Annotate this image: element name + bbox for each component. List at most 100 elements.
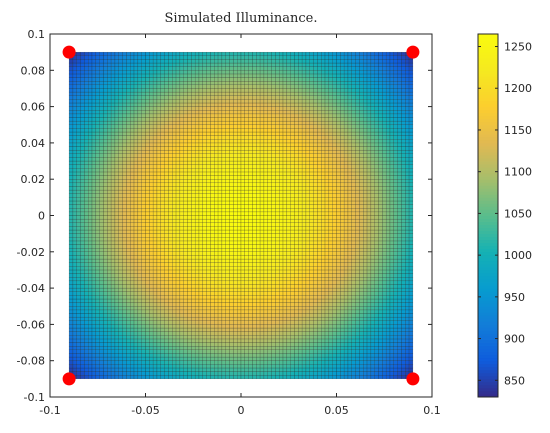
- surface-cell: [72, 77, 77, 82]
- surface-cell: [279, 309, 284, 314]
- surface-cell: [248, 128, 253, 133]
- surface-cell: [187, 338, 192, 343]
- surface-cell: [130, 88, 135, 93]
- surface-cell: [91, 175, 97, 180]
- surface-cell: [217, 306, 223, 311]
- surface-cell: [110, 244, 116, 249]
- surface-cell: [267, 157, 272, 162]
- surface-cell: [99, 356, 104, 361]
- surface-cell: [271, 316, 276, 321]
- surface-cell: [137, 327, 142, 332]
- surface-cell: [172, 186, 177, 191]
- surface-cell: [164, 258, 169, 263]
- surface-cell: [164, 316, 169, 321]
- surface-cell: [221, 164, 226, 169]
- surface-cell: [126, 222, 131, 227]
- surface-cell: [271, 287, 276, 292]
- surface-cell: [130, 51, 135, 56]
- surface-cell: [191, 84, 196, 89]
- surface-cell: [76, 346, 81, 350]
- surface-cell: [191, 266, 196, 271]
- surface-cell: [145, 124, 150, 129]
- surface-cell: [95, 51, 100, 56]
- surface-cell: [259, 313, 265, 318]
- surface-cell: [267, 218, 272, 223]
- surface-cell: [141, 120, 146, 125]
- surface-cell: [175, 146, 181, 151]
- surface-cell: [99, 324, 104, 329]
- surface-cell: [122, 218, 127, 223]
- surface-cell: [225, 168, 230, 173]
- surface-cell: [210, 164, 215, 169]
- surface-cell: [179, 208, 184, 213]
- surface-cell: [210, 313, 215, 318]
- surface-cell: [91, 356, 97, 361]
- surface-cell: [194, 146, 200, 151]
- surface-cell: [210, 277, 215, 282]
- surface-cell: [76, 193, 81, 198]
- surface-cell: [149, 208, 154, 213]
- surface-cell: [130, 73, 135, 78]
- surface-cell: [221, 95, 226, 100]
- surface-cell: [149, 182, 154, 187]
- surface-cell: [221, 338, 226, 343]
- surface-cell: [145, 88, 150, 93]
- surface-cell: [137, 128, 142, 133]
- surface-cell: [118, 237, 123, 242]
- surface-cell: [172, 197, 177, 202]
- surface-cell: [84, 106, 89, 111]
- surface-cell: [118, 88, 123, 93]
- surface-cell: [214, 77, 219, 82]
- surface-cell: [194, 327, 200, 332]
- surface-cell: [164, 139, 169, 144]
- surface-cell: [137, 316, 142, 321]
- surface-cell: [214, 280, 219, 285]
- surface-cell: [80, 164, 85, 169]
- surface-cell: [145, 160, 150, 165]
- surface-cell: [91, 51, 97, 56]
- surface-cell: [263, 320, 268, 325]
- surface-cell: [168, 160, 173, 165]
- surface-cell: [118, 244, 123, 249]
- surface-cell: [80, 106, 85, 111]
- surface-cell: [252, 91, 257, 96]
- surface-cell: [149, 233, 154, 238]
- surface-cell: [217, 149, 223, 154]
- surface-cell: [252, 171, 257, 176]
- surface-cell: [221, 244, 226, 249]
- surface-cell: [256, 229, 261, 234]
- surface-cell: [168, 338, 173, 343]
- surface-cell: [172, 360, 177, 365]
- surface-cell: [126, 346, 131, 350]
- surface-cell: [160, 70, 165, 75]
- surface-cell: [191, 273, 196, 278]
- surface-cell: [175, 81, 181, 85]
- surface-cell: [99, 153, 104, 158]
- surface-cell: [237, 226, 242, 231]
- surface-cell: [191, 117, 196, 122]
- surface-cell: [252, 302, 257, 307]
- surface-cell: [240, 327, 245, 332]
- surface-cell: [221, 284, 226, 289]
- surface-cell: [95, 182, 100, 187]
- surface-cell: [133, 135, 139, 140]
- surface-cell: [191, 331, 196, 336]
- surface-cell: [256, 280, 261, 285]
- surface-cell: [160, 313, 165, 318]
- surface-cell: [202, 353, 207, 358]
- surface-cell: [149, 153, 154, 158]
- surface-cell: [240, 171, 245, 176]
- surface-cell: [68, 168, 74, 173]
- surface-cell: [183, 189, 188, 194]
- surface-cell: [88, 77, 93, 82]
- surface-cell: [168, 335, 173, 340]
- surface-cell: [221, 237, 226, 242]
- surface-cell: [275, 229, 280, 234]
- surface-cell: [72, 139, 77, 144]
- surface-cell: [99, 120, 104, 125]
- surface-cell: [252, 81, 257, 85]
- surface-cell: [103, 338, 108, 343]
- surface-cell: [149, 375, 154, 380]
- surface-cell: [72, 128, 77, 133]
- surface-cell: [187, 244, 192, 249]
